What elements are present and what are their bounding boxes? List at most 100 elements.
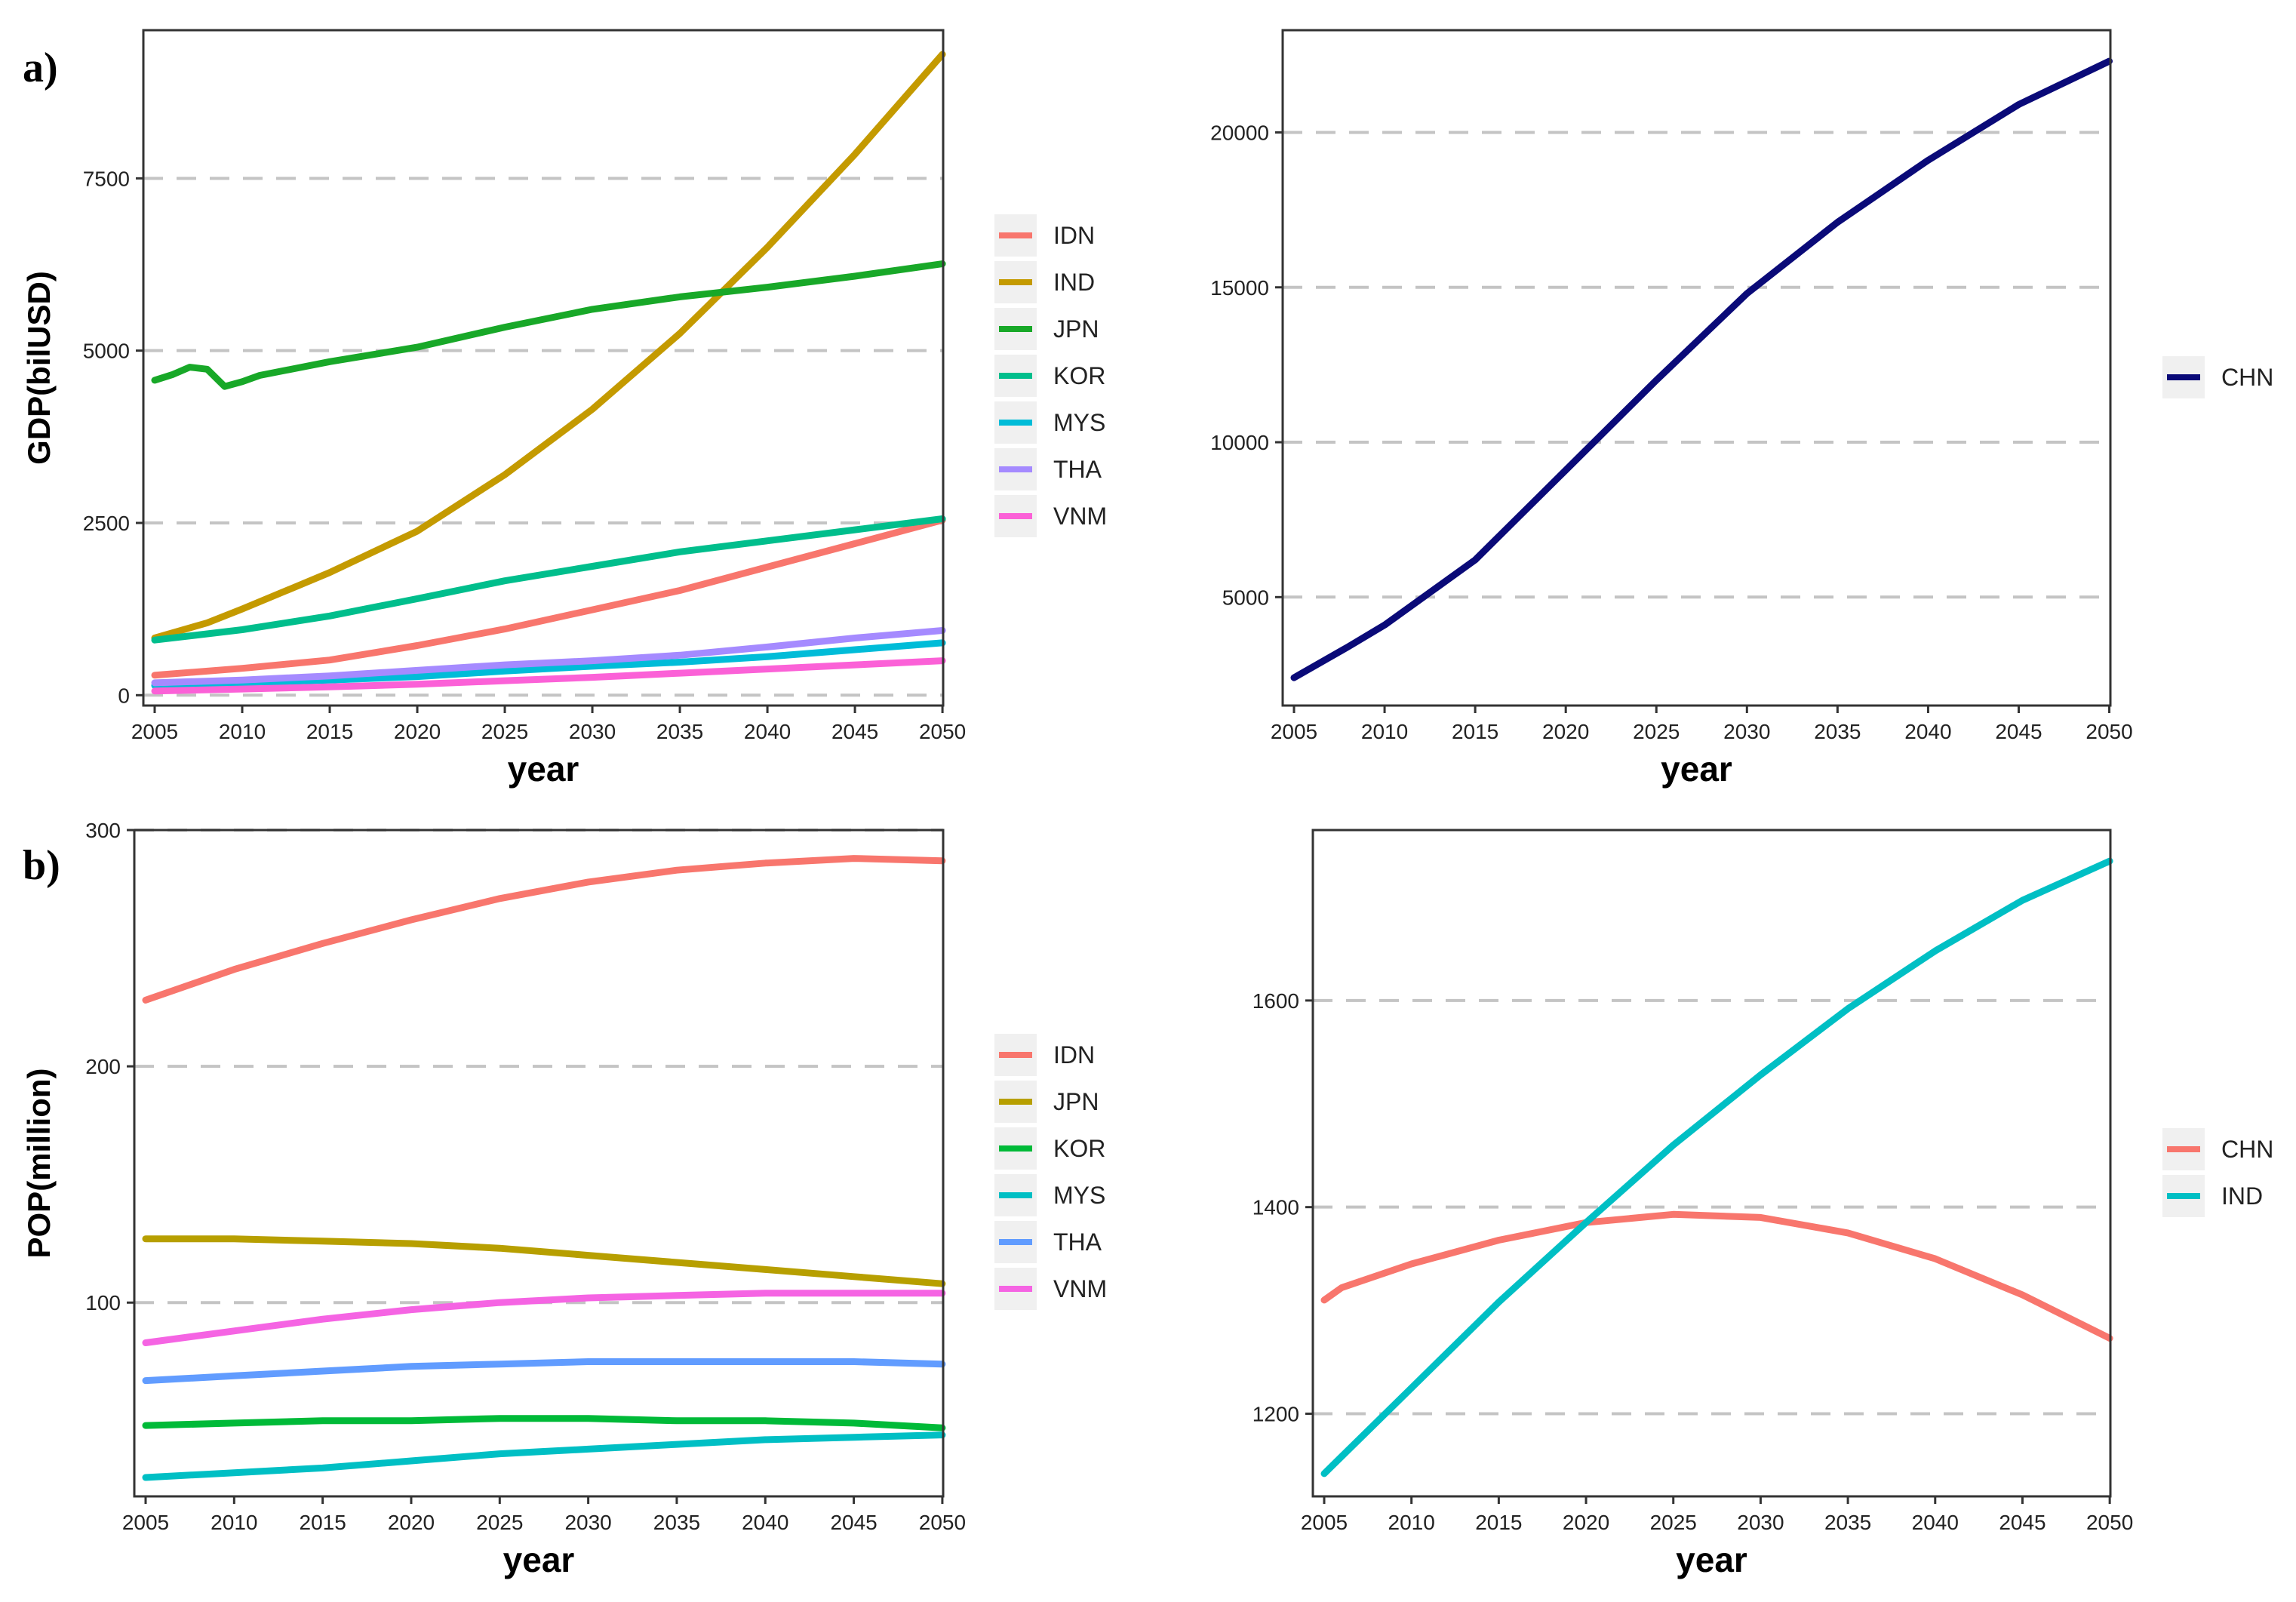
y-axis-title: GDP(bilUSD): [21, 271, 57, 465]
plot-frame: [142, 29, 945, 707]
y-tick-label: 5000: [83, 340, 130, 363]
y-tick-label: 10000: [1210, 431, 1269, 454]
series-line-ind: [1320, 857, 2113, 1477]
x-tick-label: 2045: [1999, 1511, 2045, 1534]
legend-label: CHN: [2221, 1136, 2273, 1163]
plot-frame: [1311, 829, 2112, 1498]
series-line-chn: [1290, 57, 2113, 681]
legend-label: KOR: [1053, 362, 1105, 389]
x-axis-title: year: [1661, 749, 1732, 789]
series-line-vnm: [151, 657, 946, 695]
x-tick-label: 2050: [2086, 1511, 2133, 1534]
x-axis-title: year: [508, 749, 579, 789]
x-tick-label: 2030: [564, 1511, 611, 1534]
x-tick-label: 2045: [830, 1511, 877, 1534]
x-tick-label: 2040: [744, 720, 791, 743]
y-tick-label: 20000: [1210, 121, 1269, 144]
y-tick-label: 7500: [83, 167, 130, 190]
series-line-kor: [151, 515, 946, 644]
legend-label: THA: [1053, 456, 1102, 483]
plot-frame: [133, 829, 945, 1498]
x-tick-label: 2010: [211, 1511, 257, 1534]
x-tick-label: 2020: [388, 1511, 435, 1534]
x-tick-label: 2005: [1271, 720, 1317, 743]
series-line-kor: [142, 1415, 946, 1431]
y-tick-label: 300: [85, 819, 121, 842]
y-axis-title: POP(million): [21, 1069, 57, 1259]
x-tick-label: 2010: [1388, 1511, 1435, 1534]
y-tick-label: 2500: [83, 512, 130, 535]
x-tick-label: 2010: [219, 720, 266, 743]
x-tick-label: 2035: [1824, 1511, 1871, 1534]
legend-label: MYS: [1053, 1182, 1105, 1209]
x-axis-title: year: [1676, 1540, 1747, 1579]
series-line-idn: [151, 516, 946, 679]
series-line-tha: [151, 627, 946, 687]
x-tick-label: 2045: [831, 720, 878, 743]
y-tick-label: 15000: [1210, 276, 1269, 300]
x-tick-label: 2040: [1912, 1511, 1959, 1534]
x-tick-label: 2015: [1475, 1511, 1522, 1534]
x-tick-label: 2025: [1650, 1511, 1697, 1534]
legend-label: IDN: [1053, 1041, 1095, 1069]
y-tick-label: 1400: [1253, 1196, 1299, 1219]
x-tick-label: 2005: [131, 720, 178, 743]
x-tick-label: 2030: [1737, 1511, 1784, 1534]
x-tick-label: 2005: [1301, 1511, 1348, 1534]
x-tick-label: 2030: [1723, 720, 1770, 743]
series-line-tha: [142, 1358, 946, 1385]
legend-label: VNM: [1053, 503, 1107, 530]
series-line-jpn: [151, 260, 946, 390]
x-tick-label: 2050: [919, 1511, 966, 1534]
x-tick-label: 2005: [122, 1511, 169, 1534]
x-tick-label: 2040: [1904, 720, 1951, 743]
legend-label: JPN: [1053, 1088, 1099, 1115]
y-tick-label: 5000: [1222, 586, 1269, 609]
x-axis-title: year: [503, 1540, 575, 1579]
legend-label: KOR: [1053, 1135, 1105, 1162]
chart-pop-others: 2005 2010 2015 2020 2025 2030 2035 2040 2045 2050…: [21, 819, 1107, 1579]
x-tick-label: 2035: [653, 1511, 700, 1534]
x-tick-label: 2045: [1995, 720, 2042, 743]
series-line-mys: [151, 639, 946, 689]
series-line-jpn: [142, 1235, 946, 1287]
chart-pop-chn-ind: 2005 2010 2015 2020 2025 2030 2035 2040 2045 2050…: [1253, 829, 2273, 1579]
legend-label: IND: [2221, 1182, 2263, 1210]
legend-label: IND: [1053, 269, 1095, 296]
x-tick-label: 2035: [1814, 720, 1861, 743]
y-tick-label: 100: [85, 1291, 121, 1315]
x-tick-label: 2015: [300, 1511, 346, 1534]
series-line-mys: [142, 1431, 946, 1481]
x-tick-label: 2050: [919, 720, 966, 743]
x-tick-label: 2020: [1563, 1511, 1609, 1534]
series-line-vnm: [142, 1290, 946, 1346]
legend-label: CHN: [2221, 364, 2273, 391]
y-tick-label: 0: [118, 684, 130, 707]
panel-label-b: b): [23, 842, 60, 889]
y-tick-label: 1600: [1253, 989, 1299, 1013]
chart-gdp-chn: 2005 2010 2015 2020 2025 2030 2035 2040 2045 2050…: [1210, 29, 2273, 789]
plot-frame: [1281, 29, 2112, 707]
x-tick-label: 2010: [1361, 720, 1408, 743]
y-tick-label: 1200: [1253, 1402, 1299, 1425]
x-tick-label: 2030: [569, 720, 616, 743]
series-line-idn: [142, 855, 946, 1004]
series-line-ind: [151, 51, 946, 641]
x-tick-label: 2015: [306, 720, 353, 743]
x-tick-label: 2020: [394, 720, 441, 743]
chart-gdp-others: 2005 2010 2015 2020 2025 2030 2035 2040 2045 2050…: [21, 29, 1107, 789]
x-tick-label: 2040: [742, 1511, 788, 1534]
x-tick-label: 2025: [476, 1511, 523, 1534]
x-tick-label: 2025: [1633, 720, 1680, 743]
x-tick-label: 2015: [1452, 720, 1498, 743]
x-tick-label: 2050: [2085, 720, 2132, 743]
x-tick-label: 2020: [1542, 720, 1589, 743]
y-tick-label: 200: [85, 1055, 121, 1078]
x-tick-label: 2025: [481, 720, 528, 743]
x-tick-label: 2035: [656, 720, 703, 743]
series-line-chn: [1320, 1210, 2113, 1342]
legend-label: MYS: [1053, 409, 1105, 436]
legend-label: THA: [1053, 1228, 1102, 1256]
legend-label: VNM: [1053, 1275, 1107, 1302]
